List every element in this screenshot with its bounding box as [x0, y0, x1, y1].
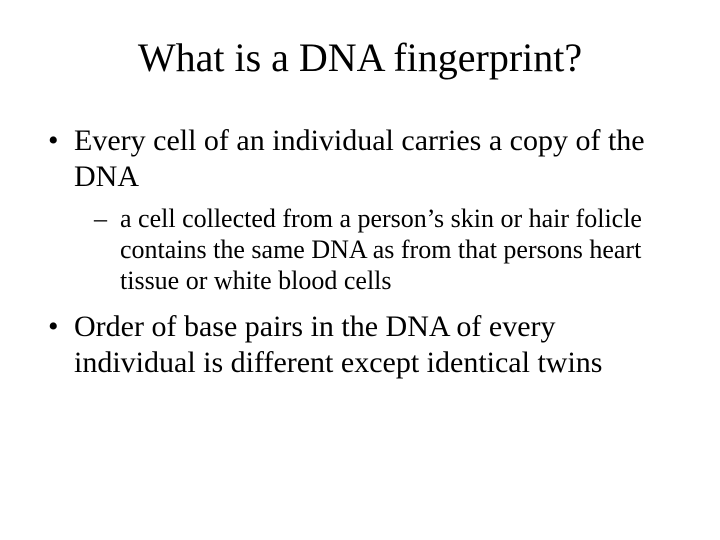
- list-item: Every cell of an individual carries a co…: [44, 123, 676, 297]
- sub-bullet-text: a cell collected from a person’s skin or…: [120, 204, 642, 295]
- slide-title: What is a DNA fingerprint?: [44, 34, 676, 81]
- list-item: a cell collected from a person’s skin or…: [74, 203, 676, 297]
- bullet-text: Order of base pairs in the DNA of every …: [74, 310, 602, 379]
- sub-list: a cell collected from a person’s skin or…: [74, 203, 676, 297]
- list-item: Order of base pairs in the DNA of every …: [44, 309, 676, 381]
- bullet-list: Every cell of an individual carries a co…: [44, 123, 676, 381]
- slide: What is a DNA fingerprint? Every cell of…: [0, 0, 720, 540]
- bullet-text: Every cell of an individual carries a co…: [74, 124, 645, 193]
